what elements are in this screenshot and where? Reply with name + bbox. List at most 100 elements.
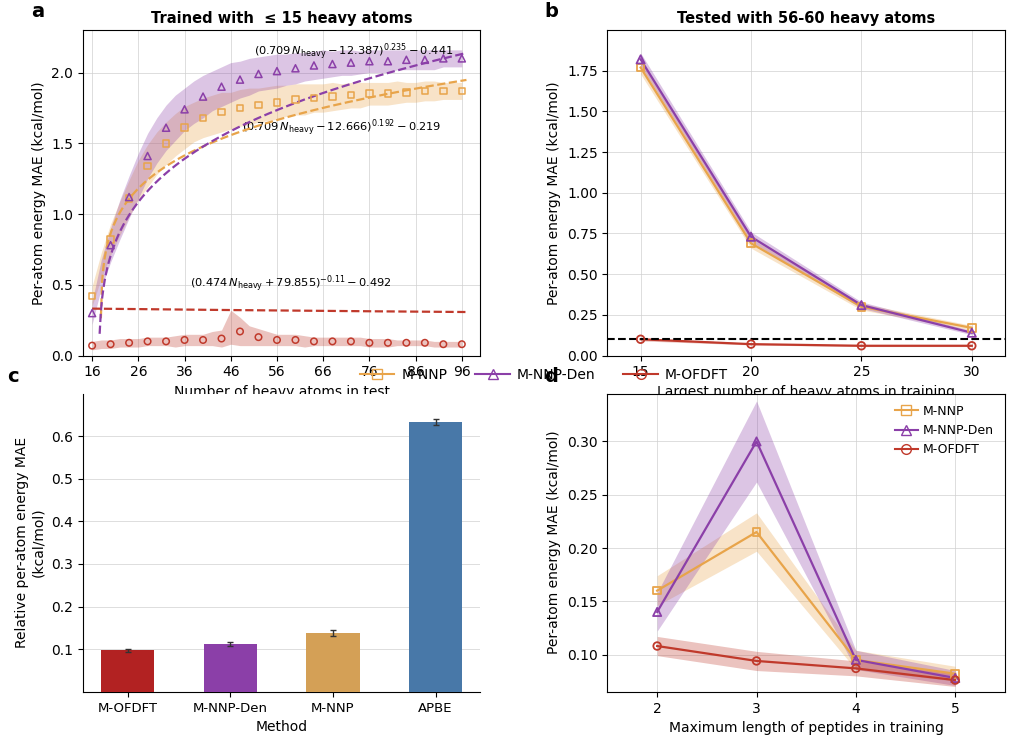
Point	[416, 54, 433, 66]
Point	[847, 653, 864, 666]
Point	[84, 290, 100, 302]
Point	[632, 53, 649, 65]
X-axis label: Number of heavy atoms in test: Number of heavy atoms in test	[174, 385, 390, 399]
Title: Tested with 56-60 heavy atoms: Tested with 56-60 heavy atoms	[678, 11, 936, 26]
Point	[251, 99, 267, 111]
Text: $(0.474\,\mathit{N}_\mathrm{heavy} + 79.855)^{-0.11} - 0.492$: $(0.474\,\mathit{N}_\mathrm{heavy} + 79.…	[191, 274, 392, 294]
Point	[121, 191, 138, 203]
X-axis label: Maximum length of peptides in training: Maximum length of peptides in training	[669, 721, 944, 735]
Point	[232, 102, 249, 114]
Point	[398, 54, 414, 66]
Point	[121, 337, 138, 349]
Point	[435, 85, 452, 97]
Bar	[204, 644, 257, 692]
Point	[232, 74, 249, 86]
Point	[343, 89, 359, 102]
Bar	[409, 422, 462, 692]
Point	[379, 88, 396, 100]
Point	[847, 663, 864, 675]
Point	[362, 88, 378, 100]
Y-axis label: Relative per-atom energy MAE
(kcal/mol): Relative per-atom energy MAE (kcal/mol)	[16, 437, 46, 648]
Point	[139, 160, 155, 172]
Point	[632, 333, 649, 345]
Point	[963, 322, 980, 334]
Point	[121, 193, 138, 205]
Point	[853, 299, 869, 311]
Point	[398, 86, 414, 99]
Point	[343, 56, 359, 68]
Point	[195, 90, 211, 102]
Point	[139, 150, 155, 162]
Point	[963, 340, 980, 352]
Point	[847, 653, 864, 666]
Point	[379, 337, 396, 349]
Point	[139, 335, 155, 347]
X-axis label: Largest number of heavy atoms in training: Largest number of heavy atoms in trainin…	[657, 385, 955, 399]
Point	[213, 332, 230, 344]
Text: a: a	[31, 2, 45, 21]
Point	[287, 62, 304, 74]
Point	[748, 435, 765, 447]
Point	[157, 335, 174, 347]
Point	[454, 53, 470, 65]
X-axis label: Method: Method	[256, 720, 308, 734]
Point	[743, 338, 759, 350]
Text: $(0.709\,\mathit{N}_\mathrm{heavy} - 12.666)^{0.192} - 0.219$: $(0.709\,\mathit{N}_\mathrm{heavy} - 12.…	[241, 117, 441, 138]
Point	[343, 335, 359, 347]
Y-axis label: Per-atom energy MAE (kcal/mol): Per-atom energy MAE (kcal/mol)	[547, 81, 562, 305]
Point	[157, 122, 174, 134]
Point	[379, 55, 396, 67]
Legend: M-NNP, M-NNP-Den, M-OFDFT: M-NNP, M-NNP-Den, M-OFDFT	[354, 362, 733, 387]
Point	[743, 231, 759, 243]
Point	[103, 338, 119, 350]
Legend: M-NNP, M-NNP-Den, M-OFDFT: M-NNP, M-NNP-Den, M-OFDFT	[890, 400, 999, 461]
Point	[103, 239, 119, 251]
Point	[947, 672, 963, 684]
Point	[362, 55, 378, 67]
Text: $(0.709\,\mathit{N}_\mathrm{heavy} - 12.387)^{0.235} - 0.441$: $(0.709\,\mathit{N}_\mathrm{heavy} - 12.…	[254, 41, 453, 62]
Point	[195, 334, 211, 346]
Point	[454, 85, 470, 97]
Point	[748, 526, 765, 538]
Point	[84, 340, 100, 352]
Point	[306, 59, 322, 71]
Point	[213, 80, 230, 92]
Bar	[307, 633, 359, 692]
Point	[947, 674, 963, 686]
Point	[251, 68, 267, 80]
Point	[268, 96, 285, 108]
Point	[195, 112, 211, 124]
Point	[743, 237, 759, 249]
Point	[324, 335, 341, 347]
Point	[649, 606, 665, 618]
Text: d: d	[544, 366, 557, 386]
Point	[176, 103, 193, 115]
Point	[268, 334, 285, 346]
Point	[176, 334, 193, 346]
Point	[947, 668, 963, 680]
Point	[232, 326, 249, 338]
Point	[324, 90, 341, 102]
Point	[963, 326, 980, 338]
Point	[324, 58, 341, 70]
Title: Trained with  ≤ 15 heavy atoms: Trained with ≤ 15 heavy atoms	[151, 11, 412, 26]
Point	[853, 301, 869, 313]
Point	[853, 340, 869, 352]
Point	[649, 640, 665, 652]
Point	[454, 338, 470, 350]
Text: c: c	[7, 366, 19, 386]
Point	[157, 138, 174, 150]
Point	[748, 655, 765, 667]
Text: b: b	[544, 2, 557, 21]
Point	[176, 122, 193, 134]
Point	[416, 337, 433, 349]
Bar	[100, 650, 154, 692]
Point	[287, 334, 304, 346]
Y-axis label: Per-atom energy MAE (kcal/mol): Per-atom energy MAE (kcal/mol)	[32, 81, 46, 305]
Point	[632, 62, 649, 74]
Point	[435, 338, 452, 350]
Point	[306, 335, 322, 347]
Point	[268, 65, 285, 77]
Point	[362, 337, 378, 349]
Point	[435, 53, 452, 65]
